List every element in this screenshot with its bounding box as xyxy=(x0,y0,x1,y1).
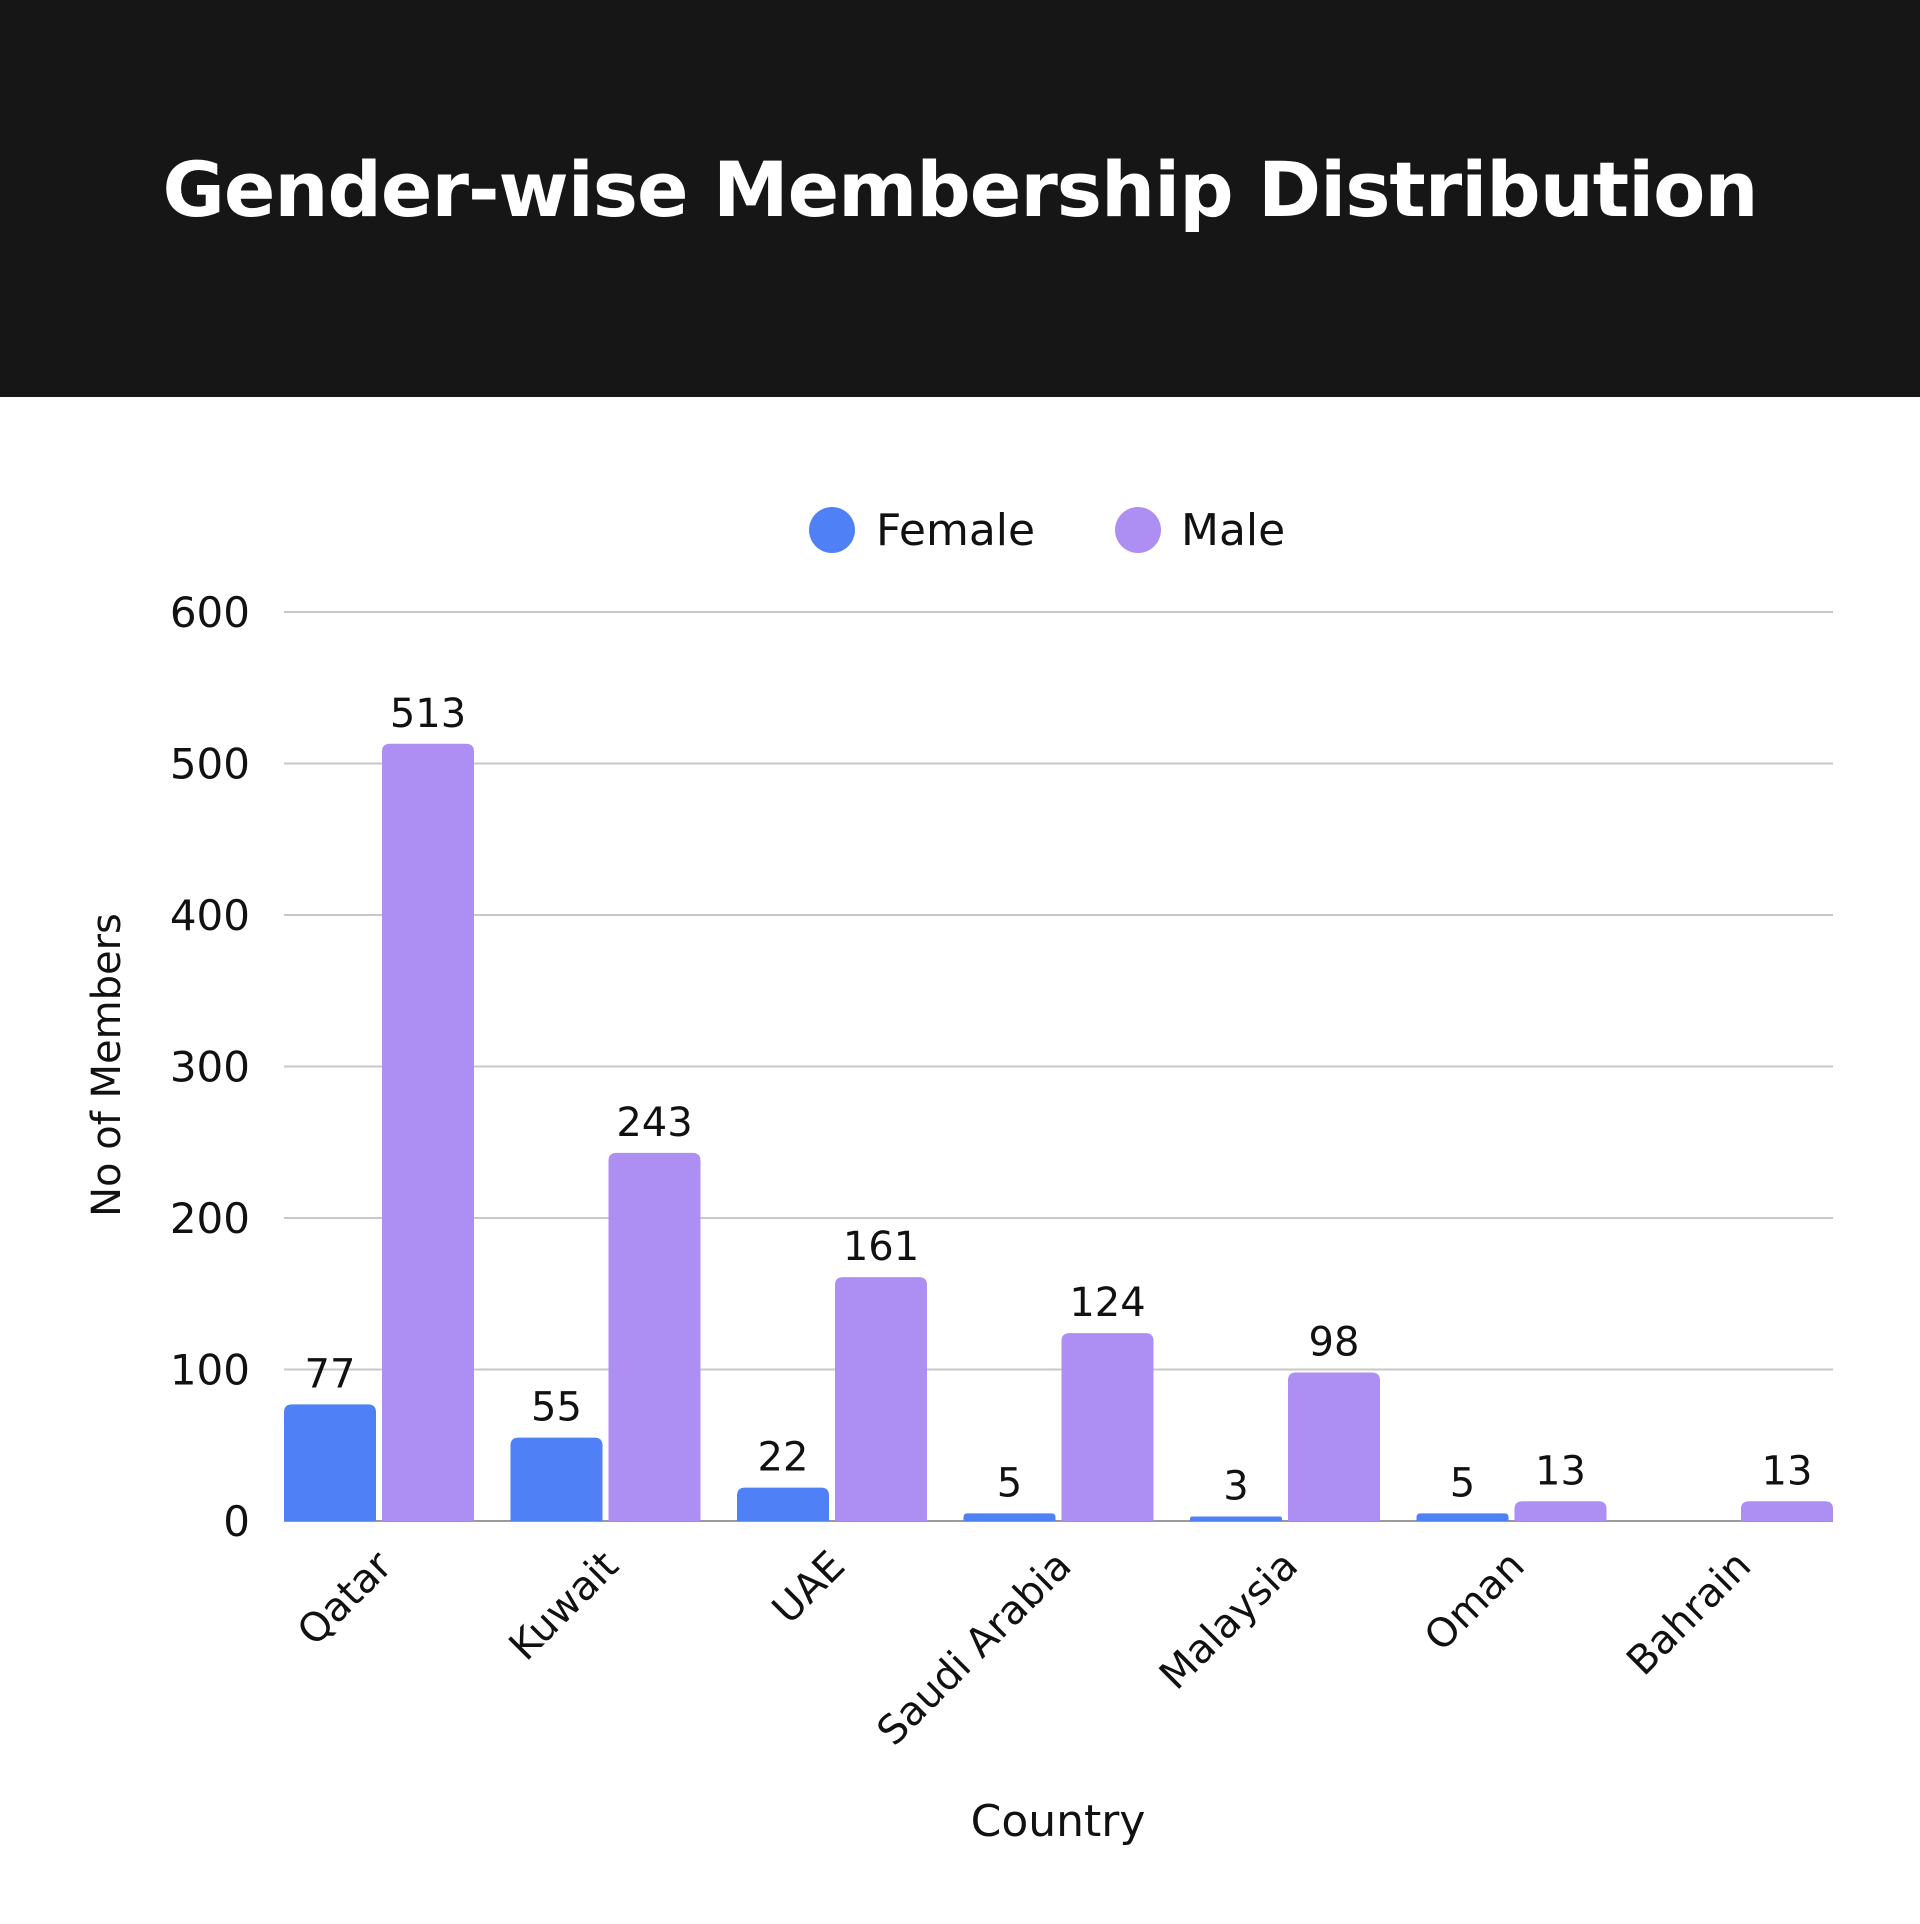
female-bar xyxy=(510,1437,603,1521)
x-tick-label: Malaysia xyxy=(1151,1543,1307,1699)
y-tick-label: 100 xyxy=(170,1346,250,1395)
x-tick-label: Bahrain xyxy=(1618,1543,1760,1685)
y-tick-label: 600 xyxy=(170,588,250,637)
y-tick-label: 500 xyxy=(170,740,250,789)
data-label: 98 xyxy=(1309,1320,1360,1366)
female-bar xyxy=(1416,1513,1509,1521)
data-label: 124 xyxy=(1069,1280,1145,1326)
data-label: 3 xyxy=(1223,1463,1248,1509)
data-label: 22 xyxy=(758,1435,809,1481)
bars xyxy=(284,743,1833,1521)
data-label: 161 xyxy=(843,1224,919,1270)
y-tick-label: 200 xyxy=(170,1194,250,1243)
data-label: 5 xyxy=(997,1460,1022,1506)
chart-title: Gender-wise Membership Distribution xyxy=(162,145,1759,234)
y-axis-title: No of Members xyxy=(84,913,130,1217)
x-tick-label: Qatar xyxy=(289,1542,402,1655)
data-label: 13 xyxy=(1535,1448,1586,1494)
data-label: 13 xyxy=(1762,1448,1813,1494)
female-bar xyxy=(1190,1516,1282,1521)
gridlines xyxy=(284,611,1833,1522)
x-tick-label: Kuwait xyxy=(501,1543,628,1670)
y-tick-label: 300 xyxy=(170,1043,250,1092)
male-bar xyxy=(608,1152,701,1521)
x-tick-label: Saudi Arabia xyxy=(869,1543,1081,1755)
female-bar xyxy=(737,1487,829,1521)
male-bar xyxy=(1061,1333,1154,1521)
data-label: 77 xyxy=(305,1351,356,1397)
legend-swatch-female xyxy=(809,507,855,553)
y-axis-ticks: 0 100 200 300 400 500 600 xyxy=(170,588,250,1546)
legend: Female Male xyxy=(809,505,1285,556)
male-bar xyxy=(835,1277,927,1521)
legend-label-male: Male xyxy=(1181,505,1285,556)
data-label: 5 xyxy=(1450,1460,1475,1506)
x-axis-title: Country xyxy=(971,1796,1146,1847)
male-bar xyxy=(1514,1501,1607,1521)
data-label: 513 xyxy=(390,691,466,737)
female-bar xyxy=(963,1513,1056,1521)
male-bar xyxy=(382,743,474,1521)
x-axis-ticks: Qatar Kuwait UAE Saudi Arabia Malaysia Oman Ba… xyxy=(289,1542,1760,1754)
y-tick-label: 400 xyxy=(170,891,250,940)
y-tick-label: 0 xyxy=(223,1497,250,1546)
x-tick-label: UAE xyxy=(764,1543,854,1633)
legend-swatch-male xyxy=(1115,507,1161,553)
female-bar xyxy=(284,1404,376,1521)
male-bar xyxy=(1288,1372,1380,1521)
x-tick-label: Oman xyxy=(1416,1543,1534,1661)
male-bar xyxy=(1741,1501,1833,1521)
data-label: 55 xyxy=(531,1385,582,1431)
chart-area: 0 100 200 300 400 500 600 77 513 55 243 22 161 5 124 3… xyxy=(0,397,1920,1920)
legend-label-female: Female xyxy=(876,505,1035,556)
data-label: 243 xyxy=(616,1100,692,1146)
header-banner: Gender-wise Membership Distribution xyxy=(0,0,1920,397)
